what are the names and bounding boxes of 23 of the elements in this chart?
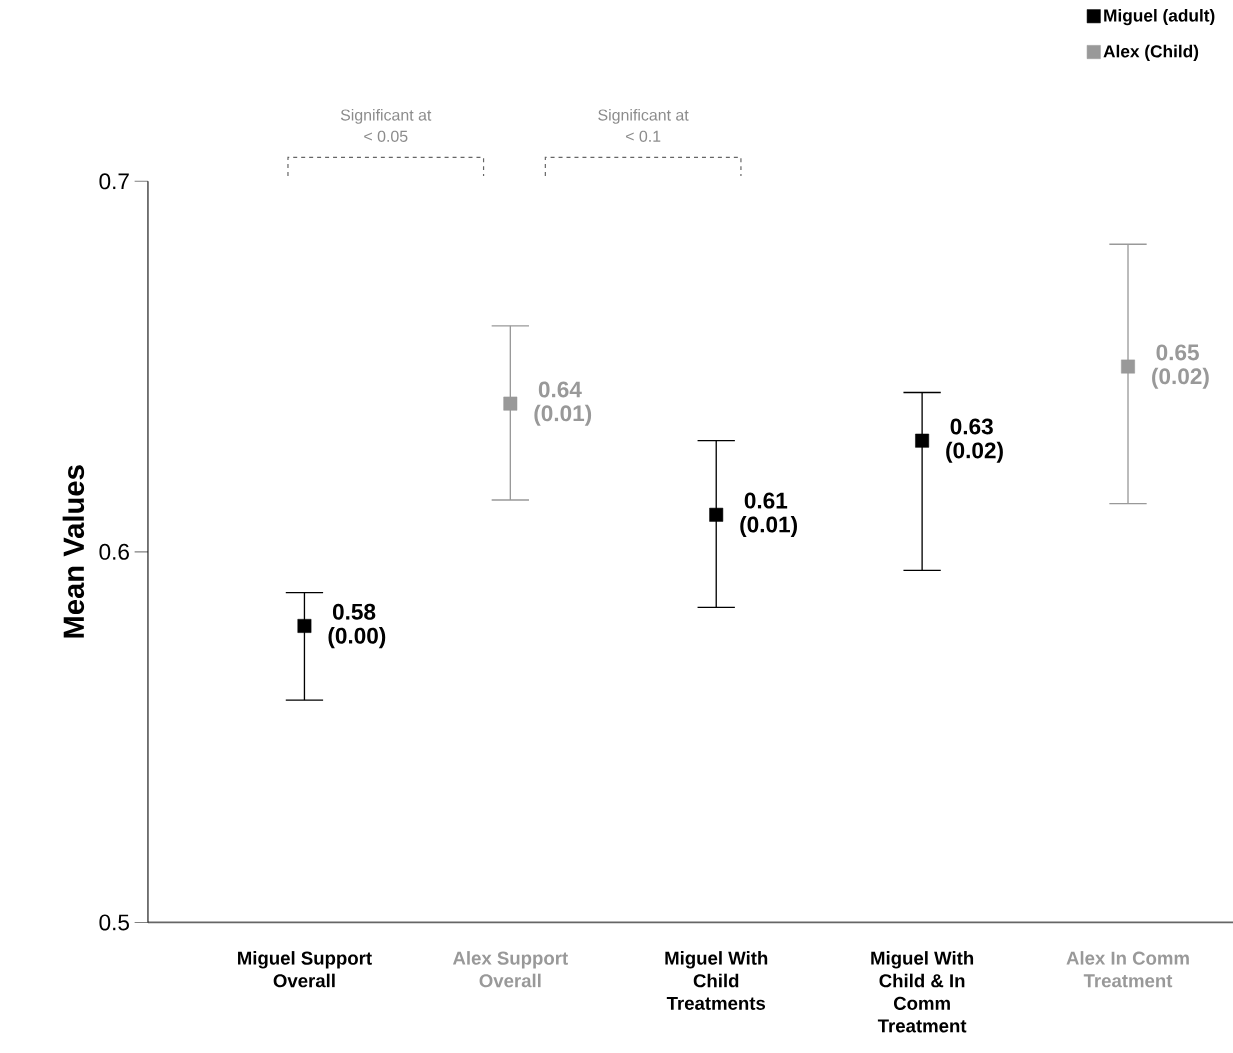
x-tick-label: Alex Support Overall xyxy=(452,951,568,988)
data-label: 0.64 (0.01) xyxy=(534,381,592,426)
point xyxy=(503,396,518,411)
text: Significant at < 0.05 xyxy=(340,108,432,142)
x-tick-label: Miguel With Child & In Comm Treatment xyxy=(871,951,974,1033)
data-label: 0.61 (0.01) xyxy=(740,492,797,537)
point xyxy=(297,619,312,633)
legend-label: Miguel (adult) xyxy=(1104,8,1215,26)
data-label: 0.63 (0.02) xyxy=(946,418,1003,463)
point xyxy=(1121,359,1135,374)
x-tick-label: Miguel Support Overall xyxy=(238,951,372,988)
x-tick-label: Alex In Comm Treatment xyxy=(1066,951,1189,988)
legend-label: Alex (Child) xyxy=(1103,44,1199,61)
data-label: 0.58 (0.00) xyxy=(328,603,386,649)
y-axis-title: Mean Values xyxy=(62,465,85,638)
y-tick-label: 0.5 xyxy=(99,914,129,931)
y-tick-label: 0.6 xyxy=(99,543,129,560)
point xyxy=(709,507,724,522)
x-tick-label: Miguel With Child Treatments xyxy=(665,951,768,1010)
data-label: 0.65 (0.02) xyxy=(1152,344,1209,389)
y-tick-label: 0.7 xyxy=(99,173,129,190)
text: Significant at < 0.1 xyxy=(598,108,689,142)
point xyxy=(915,433,930,448)
